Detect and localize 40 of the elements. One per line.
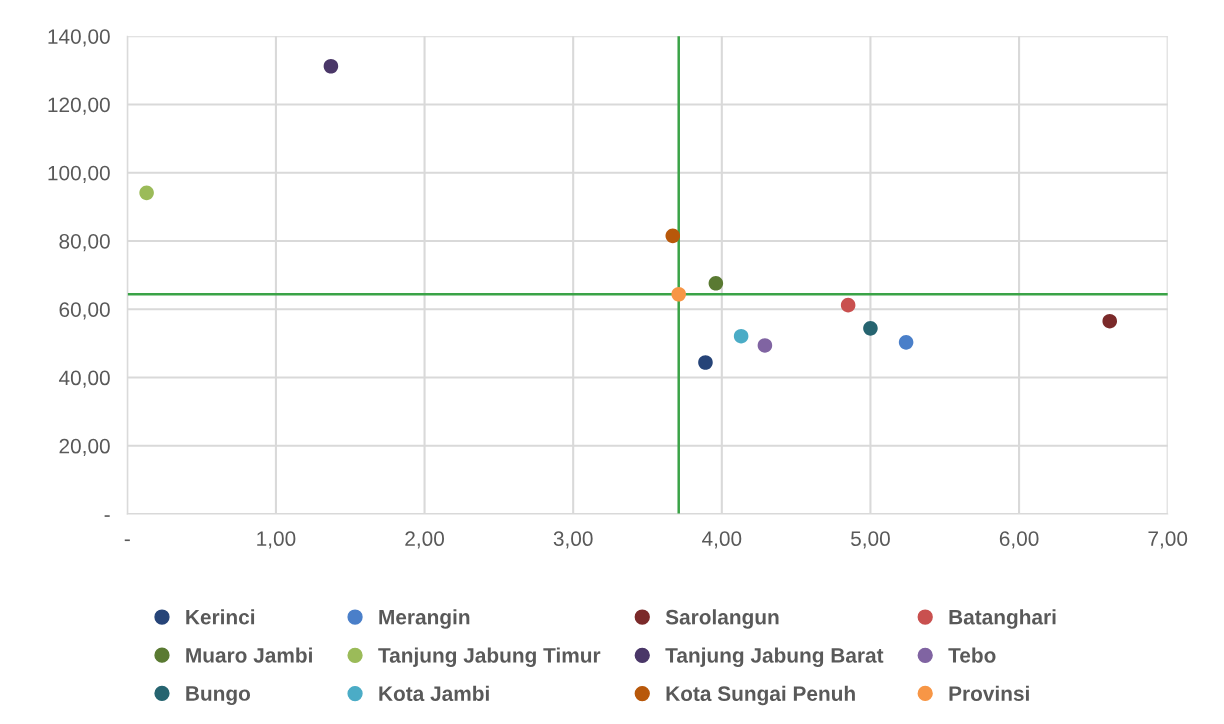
point [139,185,154,201]
legend-label: Kota Jambi [379,685,489,702]
legend-label: Merangin [379,609,470,629]
y-tick-label: 120,00 [48,97,110,115]
legend-label: Tanjung Jabung Barat [665,647,884,667]
y-tick-label: 80,00 [59,233,110,252]
y-tick-label: - [104,515,110,517]
x-tick-label: 3,00 [553,531,593,549]
x-tick-label: - [124,539,130,542]
y-tick-label: 60,00 [59,302,110,320]
legend-label: Tanjung Jabung Timur [378,647,601,667]
point [708,276,724,291]
point [863,321,878,336]
point [1102,313,1118,329]
y-tick-label: 40,00 [58,370,110,388]
x-tick-label: 7,00 [1148,531,1188,549]
point [757,338,773,353]
legend-label: Kota Sungai Penuh [666,685,855,706]
legend-label: Bungo [186,686,251,706]
legend-label: Sarolangun [665,609,779,629]
point [665,228,681,244]
legend-label: Provinsi [949,685,1029,701]
point [698,355,713,370]
point [671,286,686,302]
x-tick-label: 2,00 [405,531,445,549]
x-tick-label: 5,00 [851,531,890,549]
y-tick-label: 140,00 [48,29,110,47]
legend-label: Tebo [948,647,996,663]
x-tick-label: 1,00 [257,531,296,549]
x-tick-label: 6,00 [999,531,1039,549]
legend-label: Batanghari [949,609,1056,629]
y-tick-label: 100,00 [48,165,110,183]
point [898,335,914,350]
x-tick-label: 4,00 [702,531,742,549]
point [733,328,749,344]
legend-label: Muaro Jambi [186,647,312,663]
point [840,297,856,313]
legend-label: Kerinci [186,609,255,625]
y-tick-label: 20,00 [59,438,110,456]
point [323,58,339,74]
